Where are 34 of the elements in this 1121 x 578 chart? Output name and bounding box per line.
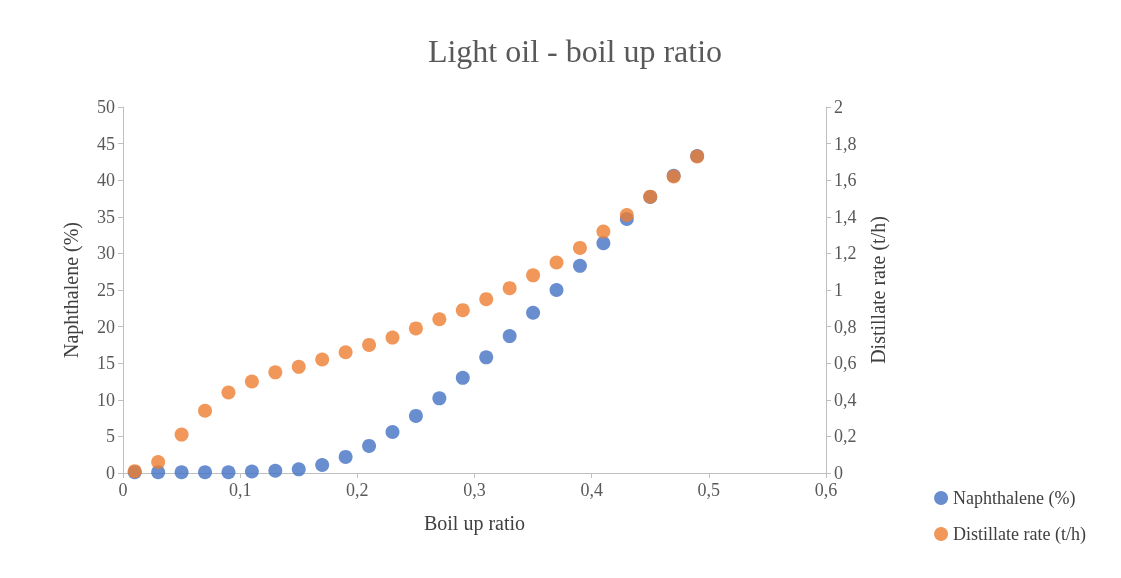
y-tick-label: 5: [106, 426, 115, 447]
x-tick-label: 0,3: [463, 480, 486, 500]
y2-tick-label: 2: [834, 97, 843, 117]
chart-title: Light oil - boil up ratio: [427, 33, 723, 69]
y2-tick-label: 0,4: [834, 389, 857, 410]
y-tick-label: 40: [97, 170, 115, 191]
y-tick-label: 45: [97, 133, 115, 154]
y-tick-label: 20: [97, 316, 115, 337]
legend-label: Naphthalene (%): [953, 488, 1076, 509]
y-tick-label: 15: [97, 353, 115, 374]
y-tick-label: 10: [97, 389, 115, 410]
y2-tick-label: 0,8: [834, 316, 857, 337]
y-tick-label: 30: [97, 243, 115, 264]
y2-tick-label: 0,2: [834, 426, 857, 447]
y-tick-label: 25: [97, 280, 115, 300]
y2-tick-label: 1: [834, 280, 843, 300]
y2-tick-label: 1,6: [834, 170, 857, 191]
y2-tick-label: 1,4: [834, 206, 857, 227]
y2-tick-label: 0,6: [834, 353, 857, 374]
x-axis-title: Boil up ratio: [423, 512, 526, 535]
x-tick-label: 0,6: [814, 480, 838, 500]
y2-tick-label: 1,8: [834, 133, 857, 154]
y2-tick-label: 1,2: [834, 243, 857, 264]
y-tick-label: 0: [106, 463, 115, 483]
x-tick-label: 0,1: [228, 480, 252, 500]
y-tick-label: 50: [97, 97, 115, 117]
x-tick-label: 0,2: [346, 480, 369, 500]
y-axis-title: Naphthalene (%): [60, 221, 83, 359]
y-tick-label: 35: [97, 206, 115, 227]
x-tick-label: 0,5: [697, 480, 721, 500]
legend-label: Distillate rate (t/h): [953, 524, 1087, 545]
y2-axis-title: Distillate rate (t/h): [867, 216, 890, 364]
y2-tick-label: 0: [834, 463, 843, 483]
x-tick-label: 0,4: [580, 480, 603, 500]
